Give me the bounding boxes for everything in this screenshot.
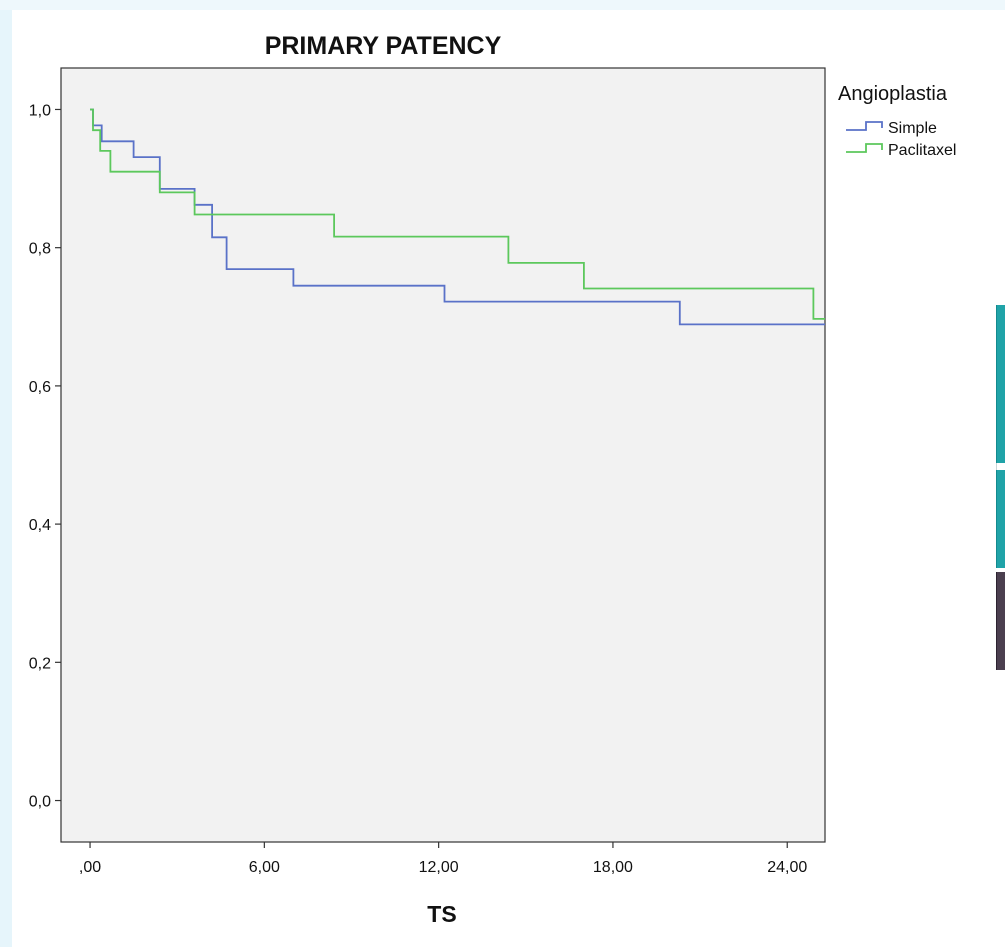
y-axis: 0,0 0,2 0,4 0,6 0,8 1,0 — [29, 102, 61, 811]
legend-item-paclitaxel: Paclitaxel — [846, 142, 956, 159]
side-panel-divider — [996, 463, 1005, 470]
page-left-border — [0, 0, 12, 947]
side-panel-dark — [996, 572, 1005, 670]
x-axis-label: TS — [427, 901, 456, 927]
legend-swatch-simple — [846, 121, 883, 131]
plot-area — [60, 67, 826, 843]
x-tick-label: 24,00 — [767, 859, 807, 876]
y-tick-label: 0,6 — [29, 379, 51, 396]
y-tick-label: 1,0 — [29, 102, 51, 119]
series-line-simple — [90, 108, 825, 326]
legend-title: Angioplastia — [838, 83, 948, 105]
y-tick-label: 0,0 — [29, 794, 51, 811]
x-tick-label: 12,00 — [419, 859, 459, 876]
legend-swatch-paclitaxel — [846, 143, 883, 153]
x-tick-label: 18,00 — [593, 859, 633, 876]
legend-label: Simple — [888, 120, 937, 137]
series-layer — [90, 108, 825, 326]
y-tick-label: 0,2 — [29, 655, 51, 672]
side-panel-teal-bottom — [996, 470, 1005, 568]
legend: Angioplastia Simple Paclitaxel — [838, 83, 956, 159]
x-tick-label: 6,00 — [249, 859, 280, 876]
legend-label: Paclitaxel — [888, 142, 956, 159]
x-axis: ,00 6,00 12,00 18,00 24,00 — [79, 842, 807, 876]
y-tick-label: 0,8 — [29, 241, 51, 258]
chart-title: PRIMARY PATENCY — [265, 32, 502, 60]
x-tick-label: ,00 — [79, 859, 101, 876]
series-line-paclitaxel — [90, 108, 825, 320]
page-top-border — [0, 0, 1005, 10]
side-panel-divider-2 — [996, 568, 1005, 572]
legend-item-simple: Simple — [846, 120, 937, 137]
side-panel-teal-top — [996, 305, 1005, 463]
y-tick-label: 0,4 — [29, 517, 51, 534]
